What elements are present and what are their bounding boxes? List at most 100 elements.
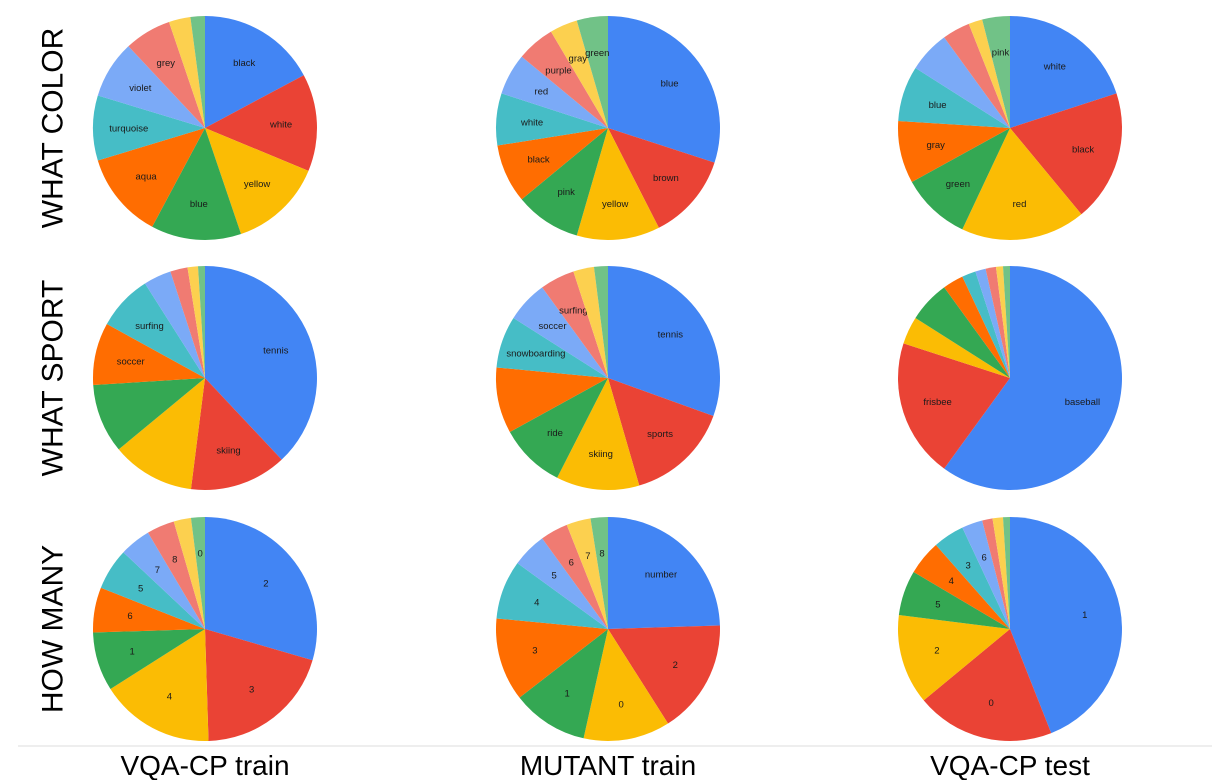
slice-label: 7 [585,551,590,562]
pie-slice [944,23,1010,128]
pie-slice-number [608,517,720,629]
pie-slice [992,517,1010,629]
pie-slice-skiing [557,378,640,490]
slice-label: 1 [130,647,135,658]
slice-label: turquoise [109,123,148,134]
pie-slice-grey [128,21,205,128]
pie-slice [197,266,205,378]
slice-label: black [528,155,550,166]
slice-label: surfing [559,305,588,316]
slice-label: 7 [155,565,160,576]
pie-how-many-vqa-cp-test: 1 0 2 5 4 36 [897,517,1122,741]
pie-slice [170,267,205,378]
slice-label: white [269,120,292,131]
slice-label: 1 [1082,610,1087,621]
pie-slice-pink [521,128,608,236]
slice-label: number [645,570,677,581]
column-label-vqa-cp-train: VQA-CP train [120,750,289,780]
slice-label: blue [190,199,208,210]
pie-slice-6 [962,520,1010,629]
pie-slice-green [576,16,608,128]
pie-slice-blue [152,128,241,241]
row-label-what-color: WHAT COLOR [37,28,70,229]
slice-label: 1 [565,689,570,700]
slice-label: green [585,48,609,59]
pie-slice [173,517,205,629]
slice-label: white [1043,62,1066,73]
pie-slice-aqua [97,128,205,227]
pie-slice [982,518,1010,629]
pie-slice-gray [550,20,608,129]
pie-slice-yellow [576,128,659,240]
slice-label: 5 [551,570,556,581]
slice-label: blue [661,79,679,90]
slice-label: tennis [263,345,289,356]
pie-slice-0 [923,629,1052,741]
pie-slice-red [962,128,1082,241]
pie-slice-sports [608,378,714,486]
pie-slice-8 [590,517,608,629]
slice-label: 6 [569,558,574,569]
pie-how-many-vqa-cp-train: 2 3 4 1 6 5 7 8 0 [93,517,317,741]
pie-slice-turquoise [92,95,205,161]
slice-label: snowboarding [506,349,565,360]
slice-label: 2 [934,646,939,657]
slice-label: 2 [263,579,268,590]
slice-label: 3 [966,561,971,572]
slice-label: aqua [136,172,158,183]
pie-slice-surfing [542,271,608,378]
pie-slice-black [205,16,304,128]
slice-label: white [520,117,543,128]
pie-how-many-mutant-train: number 2 0 1 3 4 5 67 8 [496,517,720,741]
pie-slice-3 [935,527,1010,629]
pie-slice-gray [897,120,1010,182]
slice-label: ride [547,428,563,439]
column-label-mutant-train: MUTANT train [520,750,696,780]
slice-label: pink [992,48,1010,59]
slice-label: 8 [599,548,604,559]
pie-slice-8 [147,521,205,629]
slice-label: violet [129,83,152,94]
pie-slice [1002,266,1010,378]
pie-slice-4 [110,629,209,741]
pie-slice-black [1010,93,1123,215]
pie-slice-3 [496,618,608,698]
slice-label: 4 [949,576,954,587]
pie-slice [915,287,1010,378]
slice-label: 0 [618,699,623,710]
slice-label: 0 [198,548,203,559]
pie-slice-1 [519,629,608,739]
pie-slice [169,16,205,128]
slice-label: sports [647,429,673,440]
pie-what-color-vqa-cp-test: white black red green gray blue pink [897,16,1123,241]
slice-label: 6 [127,611,132,622]
slice-label: black [233,58,255,69]
pie-slice-white [1010,16,1117,128]
slice-label: 0 [988,698,993,709]
pie-slice-0 [190,517,205,629]
slice-label: brown [653,173,679,184]
pie-slice [968,19,1010,128]
pie-slice [975,268,1010,378]
pie-slice-snowboarding [496,317,608,378]
pie-slice [118,378,205,490]
pie-slice-black [497,128,608,200]
slice-label: tennis [658,330,684,341]
slice-label: yellow [244,179,271,190]
pie-slice-tennis [205,266,317,460]
slice-label: red [1013,199,1027,210]
slice-label: grey [157,58,176,69]
pie-what-color-vqa-cp-train: black white yellow blue aqua turquoise violet g… [92,16,318,241]
pie-slice-5 [898,571,1010,629]
pie-slice-skiing [190,378,282,491]
pie-slice-blue [608,16,721,163]
slice-label: soccer [539,321,567,332]
pie-slice-1 [93,629,205,690]
pie-slice-blue [898,67,1010,128]
slice-label: 2 [673,660,678,671]
pie-what-sport-vqa-cp-train: tennis skiing soccer surfing [92,266,317,491]
pie-slice-2 [897,614,1010,701]
pie-slice-violet [97,46,205,129]
row-label-what-sport: WHAT SPORT [37,280,70,477]
slice-label: 4 [534,597,539,608]
